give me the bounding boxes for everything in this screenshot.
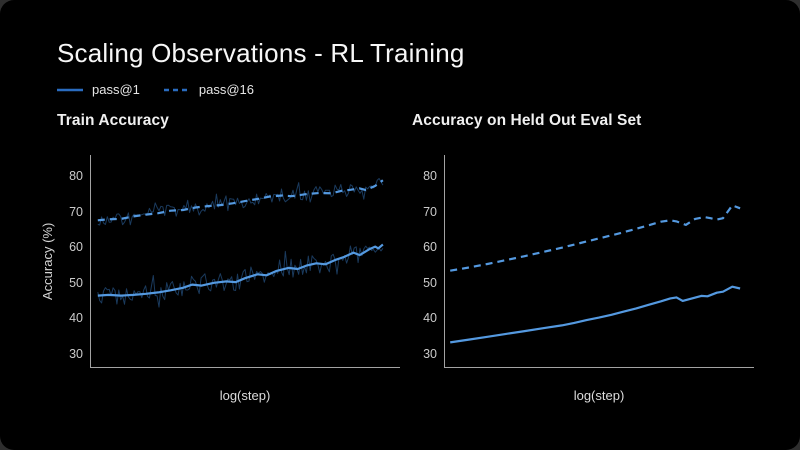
chart-plot-train <box>90 155 400 368</box>
y-tick-60: 60 <box>423 240 437 255</box>
y-tick-80: 80 <box>423 169 437 184</box>
y-tick-70: 70 <box>69 204 83 219</box>
chart-plot-eval <box>444 155 754 368</box>
series-pass@1 <box>450 285 741 344</box>
y-tick-70: 70 <box>423 204 437 219</box>
y-tick-60: 60 <box>69 240 83 255</box>
legend-item-pass16: pass@16 <box>163 82 255 97</box>
y-tick-40: 40 <box>69 311 83 326</box>
y-tick-50: 50 <box>423 275 437 290</box>
series-pass@16 <box>97 179 384 222</box>
legend: pass@1 pass@16 <box>57 82 254 97</box>
y-tick-30: 30 <box>69 346 83 361</box>
y-tick-50: 50 <box>69 275 83 290</box>
solid-line-swatch-icon <box>57 88 83 91</box>
chart-svg <box>444 155 754 368</box>
x-axis-label-train: log(step) <box>219 388 271 403</box>
chart-svg <box>90 155 400 368</box>
legend-label-pass1: pass@1 <box>92 82 140 97</box>
y-tick-80: 80 <box>69 169 83 184</box>
y-ticks-eval: 80 70 60 50 40 30 <box>406 155 437 368</box>
dashed-line-swatch-icon <box>163 88 190 91</box>
y-tick-40: 40 <box>423 311 437 326</box>
chart-title-train: Train Accuracy <box>57 112 169 129</box>
slide-title: Scaling Observations - RL Training <box>57 38 465 68</box>
raw-series-pass@16 <box>97 178 384 226</box>
raw-series-pass@1 <box>97 245 384 308</box>
x-axis-label-eval: log(step) <box>573 388 625 403</box>
legend-item-pass1: pass@1 <box>57 82 140 97</box>
series-pass@16 <box>450 204 741 272</box>
chart-title-eval: Accuracy on Held Out Eval Set <box>412 112 642 129</box>
y-ticks-train: 80 70 60 50 40 30 <box>52 155 83 368</box>
legend-label-pass16: pass@16 <box>198 82 255 97</box>
series-pass@1 <box>97 243 384 297</box>
y-tick-30: 30 <box>423 346 437 361</box>
